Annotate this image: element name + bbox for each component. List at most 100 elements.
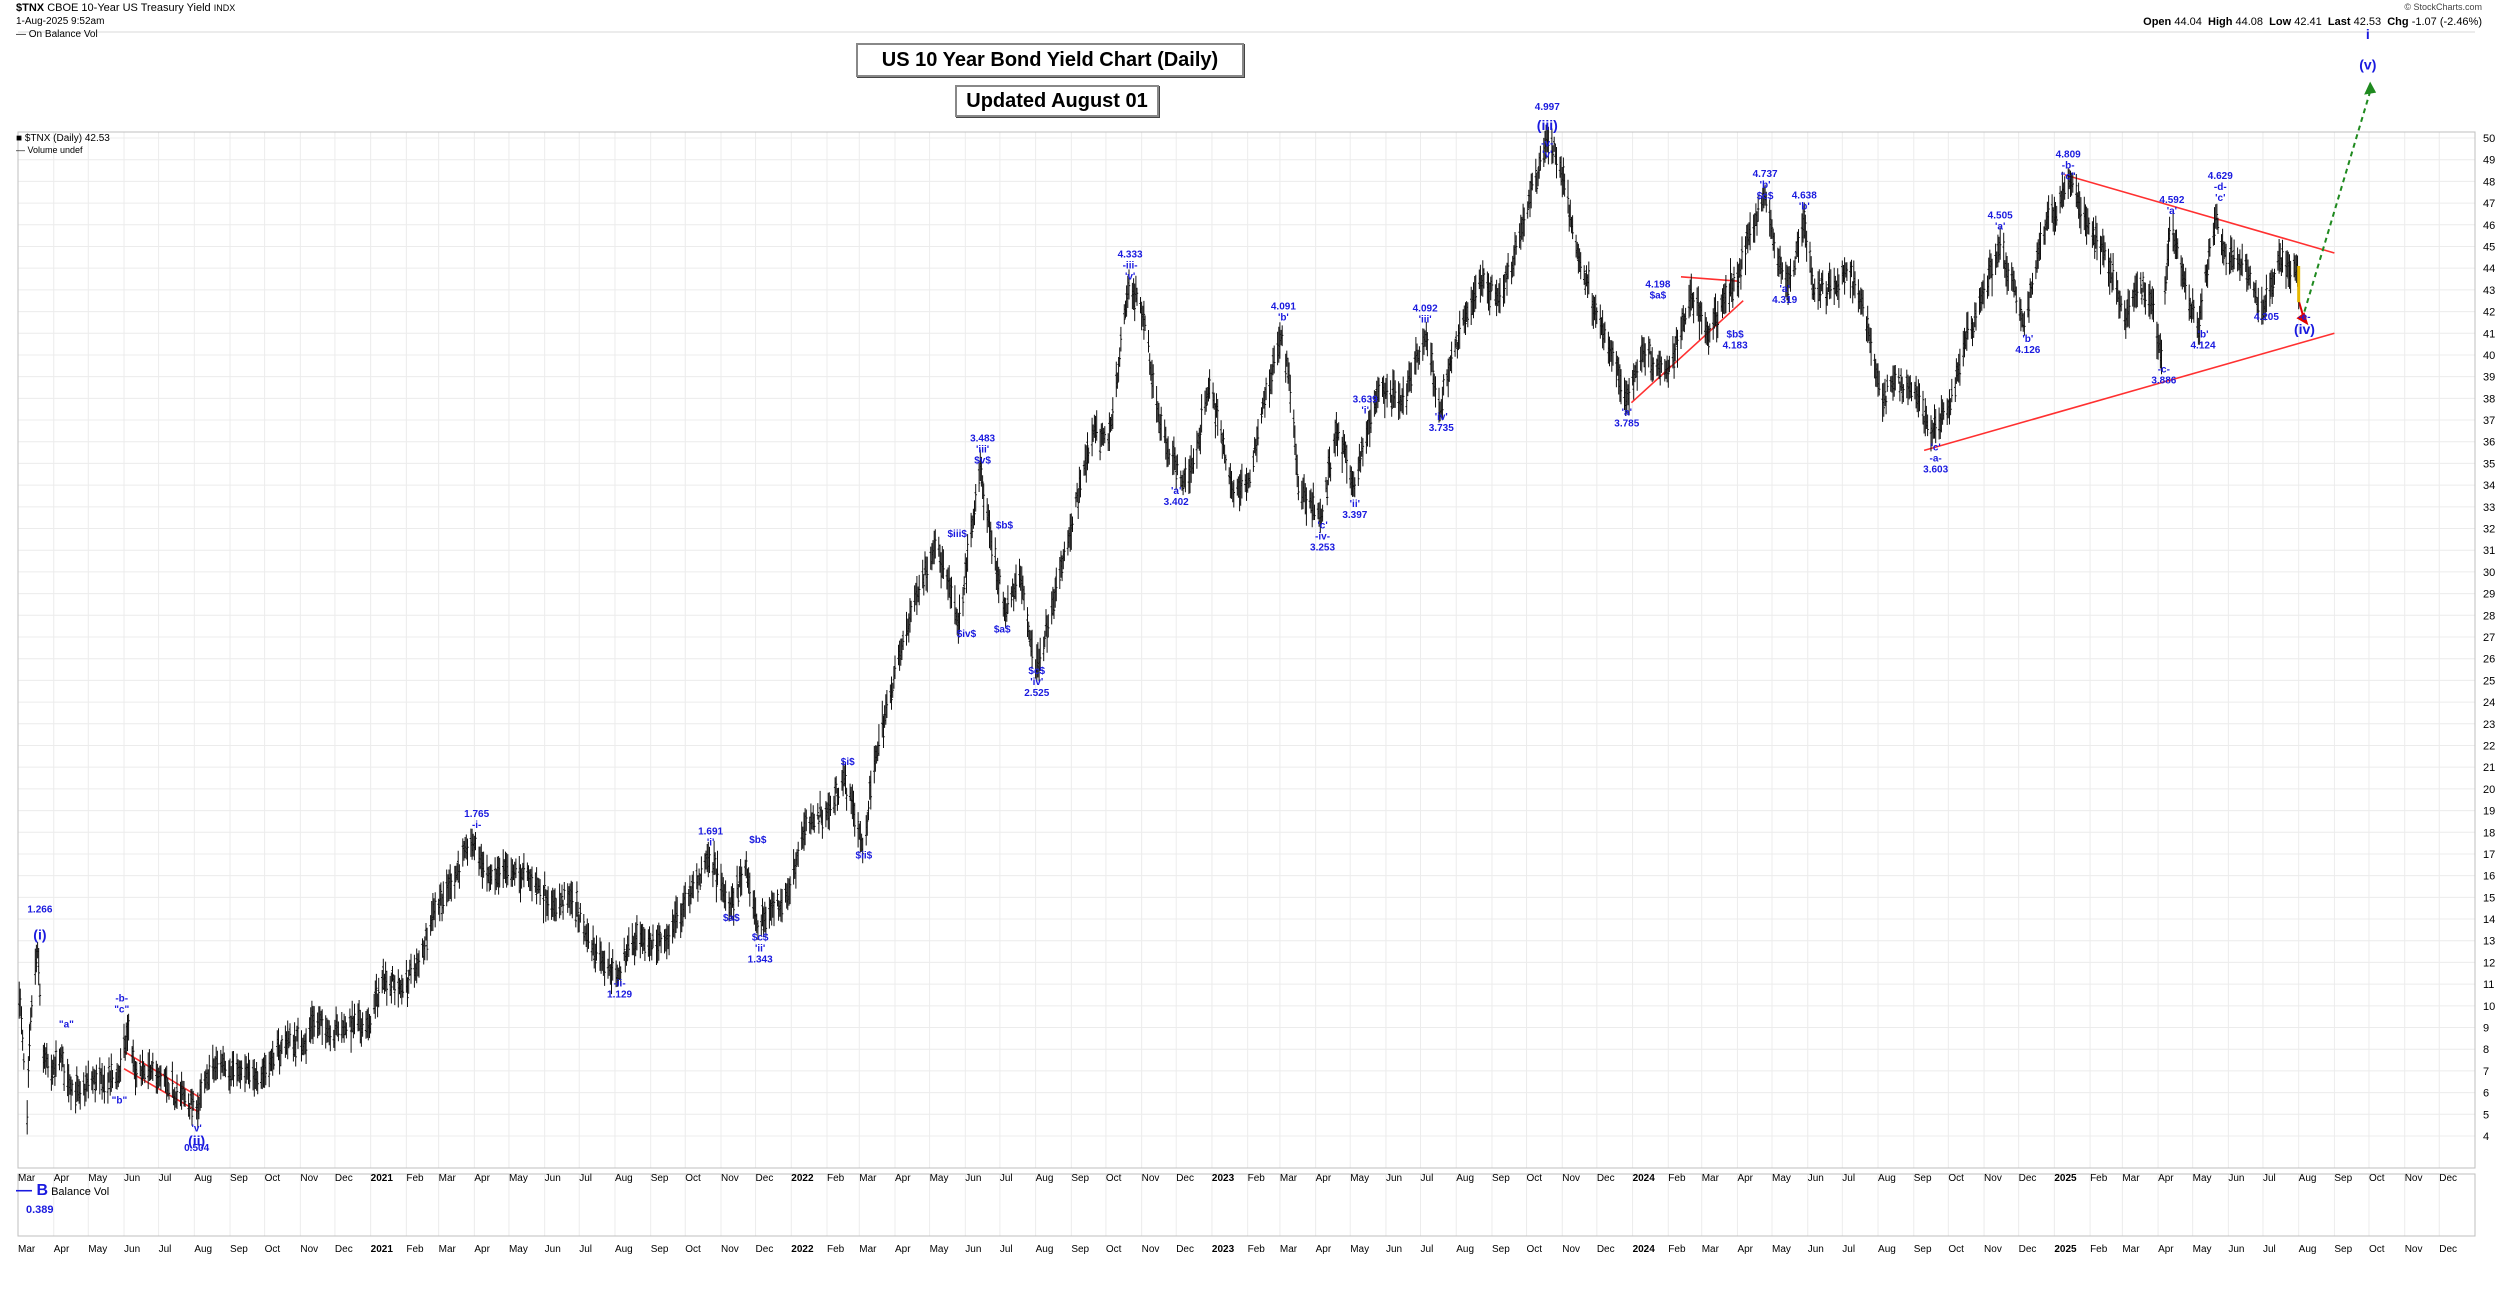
x-tick-label-bottom: Dec <box>1176 1244 1194 1255</box>
trendlines <box>123 81 2377 1113</box>
wave-label: $b$ <box>1727 330 1745 341</box>
x-tick-label-bottom: Jun <box>545 1244 561 1255</box>
y-tick-label: 31 <box>2483 545 2495 557</box>
x-tick-label: Apr <box>2158 1173 2174 1184</box>
y-tick-label: 16 <box>2483 871 2495 883</box>
wave-count-label: (ii) <box>188 1133 205 1149</box>
wave-label: 'b' <box>2198 330 2209 341</box>
wave-label: 'b' <box>1278 312 1289 323</box>
projection-up-line <box>2303 91 2372 312</box>
wave-label: 'iii' <box>976 445 989 456</box>
x-tick-label-bottom: Oct <box>265 1244 281 1255</box>
y-tick-label: 9 <box>2483 1023 2489 1035</box>
wave-label: 4.092 <box>1413 304 1438 315</box>
x-tick-label: Sep <box>2334 1173 2352 1184</box>
wave-label: $a$ <box>1650 291 1667 302</box>
wave-label: 1.266 <box>27 905 52 916</box>
y-tick-label: 40 <box>2483 350 2495 362</box>
x-tick-label: Mar <box>859 1173 877 1184</box>
x-tick-label-bottom: Aug <box>615 1244 633 1255</box>
x-tick-label: Mar <box>1702 1173 1720 1184</box>
x-tick-label-bottom: 2021 <box>371 1244 394 1255</box>
chart-title-box: US 10 Year Bond Yield Chart (Daily) <box>856 43 1244 77</box>
wave-label: -iii- <box>1123 260 1138 271</box>
y-tick-label: 35 <box>2483 458 2495 470</box>
wave-annotations: 1.266(i)"a"-b-"c""b"'v'(ii)0.5041.765-i-… <box>27 26 2376 1154</box>
x-tick-label: Apr <box>1316 1173 1332 1184</box>
trendline <box>1630 300 1744 404</box>
x-tick-label-bottom: Nov <box>1984 1244 2002 1255</box>
trendline <box>1923 332 2335 452</box>
x-tick-label: 2021 <box>371 1173 394 1184</box>
x-tick-label: Apr <box>895 1173 911 1184</box>
wave-label: 4.205 <box>2254 312 2279 323</box>
y-tick-label: 33 <box>2483 502 2495 514</box>
wave-label: 'a' <box>1622 408 1632 419</box>
x-tick-label-bottom: Dec <box>756 1244 774 1255</box>
x-tick-label-bottom: 2024 <box>1633 1244 1656 1255</box>
wave-label: $c$ <box>1757 191 1774 202</box>
x-tick-label: Sep <box>230 1173 248 1184</box>
exchange: INDX <box>213 3 236 13</box>
wave-label: 4.505 <box>1988 210 2013 221</box>
volume-legend: — Volume undef <box>16 145 83 155</box>
wave-label: 'v' <box>1125 271 1135 282</box>
wave-label: 'v' <box>1542 150 1552 161</box>
x-tick-label: May <box>1772 1173 1791 1184</box>
x-tick-label-bottom: Jul <box>159 1244 172 1255</box>
x-tick-label-bottom: Apr <box>895 1244 911 1255</box>
y-tick-label: 45 <box>2483 241 2495 253</box>
x-tick-label: Jul <box>1000 1173 1013 1184</box>
x-tick-label: 2022 <box>791 1173 814 1184</box>
x-tick-label: Dec <box>756 1173 774 1184</box>
y-tick-label: 18 <box>2483 827 2495 839</box>
x-tick-label: Jun <box>965 1173 981 1184</box>
obv-label: On Balance Vol <box>28 29 98 40</box>
wave-label: 'a' <box>1171 486 1181 497</box>
x-tick-label: 2025 <box>2054 1173 2077 1184</box>
projection-down-arrow <box>2296 312 2309 326</box>
x-tick-label: Sep <box>1914 1173 1932 1184</box>
wave-label: -e- <box>2298 312 2310 323</box>
timestamp: 1-Aug-2025 9:52am <box>16 16 105 27</box>
balance-legend: — B Balance Vol <box>16 1182 109 1200</box>
wave-label: $c$ <box>752 933 769 944</box>
x-tick-label-bottom: Mar <box>18 1244 36 1255</box>
x-tick-label-bottom: Jul <box>2263 1244 2276 1255</box>
x-tick-label: Jul <box>1842 1173 1855 1184</box>
wave-label: -c- <box>2158 364 2170 375</box>
x-tick-label: Feb <box>827 1173 845 1184</box>
y-tick-label: 24 <box>2483 697 2495 709</box>
price-series <box>18 124 2301 1135</box>
wave-label: -b- <box>2062 161 2075 172</box>
wave-label: 'iv' <box>1435 412 1448 423</box>
trendline <box>1680 276 1739 282</box>
x-tick-label-bottom: Jun <box>2228 1244 2244 1255</box>
x-tick-label: Oct <box>1948 1173 1964 1184</box>
wave-label: 1.691 <box>698 826 723 837</box>
x-tick-label-bottom: Dec <box>2439 1244 2457 1255</box>
x-tick-label: Jun <box>124 1173 140 1184</box>
x-tick-label: Apr <box>1737 1173 1753 1184</box>
y-tick-label: 15 <box>2483 892 2495 904</box>
y-tick-label: 8 <box>2483 1044 2489 1056</box>
wave-label: 4.638 <box>1792 191 1817 202</box>
x-tick-label-bottom: Aug <box>194 1244 212 1255</box>
wave-label: 3.402 <box>1164 497 1189 508</box>
symbol: $TNX <box>16 2 45 14</box>
y-tick-label: 42 <box>2483 307 2495 319</box>
wave-label: 'ii' <box>1350 499 1360 510</box>
y-tick-label: 48 <box>2483 176 2495 188</box>
wave-label: "a" <box>59 1020 74 1031</box>
y-tick-label: 12 <box>2483 957 2495 969</box>
x-tick-label: Dec <box>2019 1173 2037 1184</box>
x-tick-label-bottom: Apr <box>2158 1244 2174 1255</box>
wave-label: 'a' <box>1995 221 2005 232</box>
wave-label: 4.183 <box>1723 341 1748 352</box>
x-tick-label-bottom: Nov <box>1142 1244 1160 1255</box>
x-tick-label: Nov <box>1984 1173 2002 1184</box>
x-tick-label-bottom: Feb <box>406 1244 424 1255</box>
x-tick-label: Mar <box>18 1173 36 1184</box>
x-tick-label: May <box>88 1173 107 1184</box>
x-tick-label: Dec <box>335 1173 353 1184</box>
